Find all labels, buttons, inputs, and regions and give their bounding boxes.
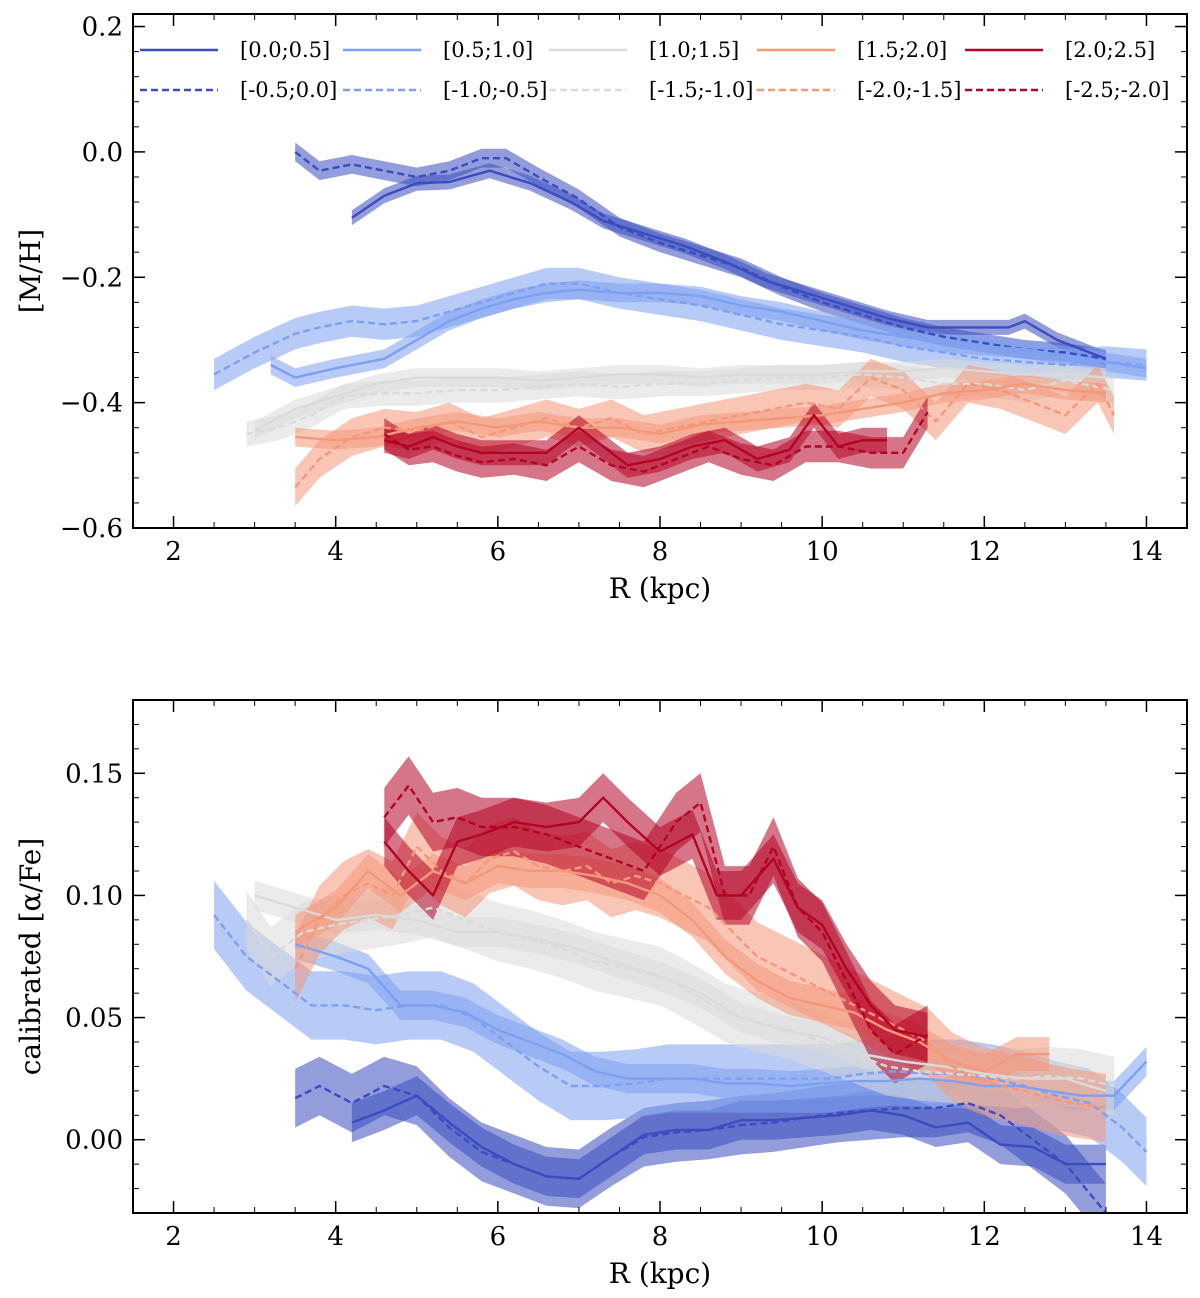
panel-top: 2 4 6 8 10 12 14 0.2 0.0 −0.2 −0.4 −0.6 R (kpc) [M/H]…: [14, 13, 1188, 605]
series-line-5: [245, 906, 1115, 1088]
series-line-5: [246, 373, 1115, 436]
y-tick-label: −0.6: [60, 514, 123, 544]
legend-label-2: [0.5;1.0]: [443, 38, 533, 62]
legend-label-8: [2.0;2.5]: [1065, 38, 1155, 62]
y-axis-label: calibrated [α/Fe]: [14, 838, 47, 1076]
x-tick-label: 4: [327, 1222, 344, 1252]
y-tick-label: 0.15: [65, 759, 123, 789]
panel-bottom: 2 4 6 8 10 12 14 0.15 0.10 0.05 0.00 R (kpc) calibra…: [14, 699, 1188, 1290]
x-tick-label: 8: [652, 1222, 669, 1252]
legend: [0.0;0.5] [-0.5;0.0] [0.5;1.0] [-1.0;-0.5] […: [140, 38, 1169, 102]
series-line-1: [294, 1084, 1107, 1213]
x-axis-label: R (kpc): [609, 572, 711, 605]
series-line-9: [383, 784, 929, 1056]
series-line-3: [213, 914, 1148, 1153]
y-tick-label: 0.05: [65, 1004, 123, 1034]
x-tick-label: 4: [327, 537, 344, 567]
legend-label-3: [-1.0;-0.5]: [443, 78, 547, 102]
series-line-9: [383, 411, 929, 473]
band-9: [384, 756, 928, 1084]
series-line-0: [351, 169, 1107, 360]
band-3: [214, 267, 1147, 391]
x-tick-label: 8: [652, 537, 669, 567]
legend-label-7: [-2.0;-1.5]: [857, 78, 961, 102]
series-line-3: [213, 282, 1147, 376]
plot-area: [213, 142, 1147, 507]
legend-label-6: [1.5;2.0]: [857, 38, 947, 62]
x-tick-label: 14: [1130, 1222, 1163, 1252]
band-3: [214, 880, 1147, 1187]
series-line-1: [294, 150, 1107, 360]
series-line-0: [351, 1094, 1106, 1181]
series-line-4: [254, 367, 1106, 432]
y-axis-label: [M/H]: [14, 229, 47, 313]
y-tick-label: 0.2: [82, 13, 123, 43]
legend-label-9: [-2.5;-2.0]: [1065, 78, 1169, 102]
x-tick-label: 12: [968, 1222, 1001, 1252]
series-line-6: [294, 864, 1050, 1073]
y-tick-label: −0.4: [60, 389, 123, 419]
y-tick-label: −0.2: [60, 263, 123, 293]
plot-area: [213, 756, 1148, 1213]
y-tick-label: 0.10: [65, 881, 123, 911]
legend-label-0: [0.0;0.5]: [240, 38, 330, 62]
series-line-7: [294, 845, 1107, 1110]
legend-label-4: [1.0;1.5]: [649, 38, 739, 62]
x-tick-label: 2: [165, 1222, 182, 1252]
x-tick-label: 10: [806, 1222, 839, 1252]
series-line-4: [254, 894, 1107, 1093]
y-tick-label: 0.0: [82, 138, 123, 168]
series-line-2: [270, 288, 1147, 379]
band-9: [384, 396, 928, 488]
y-tick-label: 0.00: [65, 1126, 123, 1156]
x-axis-label: R (kpc): [609, 1257, 711, 1290]
series-line-6: [295, 382, 1106, 442]
x-tick-label: 2: [165, 537, 182, 567]
legend-label-5: [-1.5;-1.0]: [649, 78, 753, 102]
x-tick-label: 10: [806, 537, 839, 567]
series-line-8: [383, 414, 887, 467]
x-tick-label: 12: [968, 537, 1001, 567]
series-line-7: [294, 376, 1116, 489]
x-tick-label: 14: [1130, 537, 1163, 567]
x-tick-label: 6: [490, 1222, 507, 1252]
series-line-8: [383, 796, 928, 1039]
legend-label-1: [-0.5;0.0]: [240, 78, 337, 102]
x-tick-label: 6: [490, 537, 507, 567]
